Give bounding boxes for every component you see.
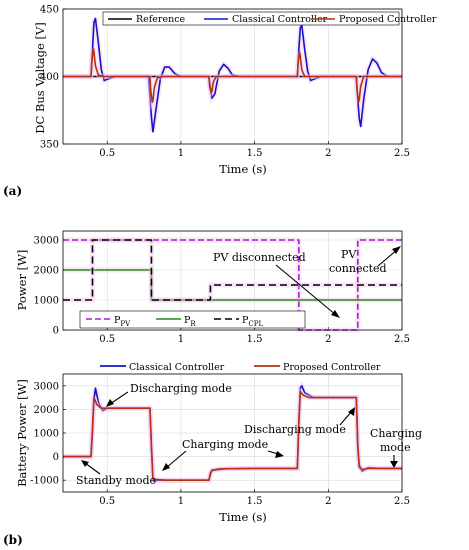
x-tick-label: 2.5: [394, 496, 410, 507]
x-tick-label: 2.5: [394, 334, 410, 345]
annotation-standby: Standby mode: [76, 474, 156, 487]
legend-label-proposed-b: Proposed Controller: [283, 362, 381, 373]
legend-label-classical-b: Classical Controller: [129, 362, 225, 373]
x-tick-label: 1: [178, 334, 184, 345]
annotation-pv-disconnected: PV disconnected: [213, 251, 306, 264]
y-tick-label: 1000: [34, 429, 59, 440]
power-chart: 0.5 1 1.5 2 2.5 0 1000 2000 3000 PPV PR PCPL PV …: [15, 230, 410, 346]
battery-legend: Classical Controller Proposed Controller: [96, 359, 466, 373]
x-tick-label: 0.5: [99, 334, 115, 345]
x-tick-label: 2: [325, 334, 331, 345]
x-tick-label: 2: [325, 496, 331, 507]
annotation-charging-1: Charging mode: [182, 438, 268, 451]
y-tick-label: 2000: [34, 405, 59, 416]
voltage-x-axis-label: Time (s): [219, 162, 267, 176]
y-tick-label: 3000: [34, 381, 59, 392]
series-line-classical-controller: [63, 17, 402, 133]
annotation-charging-2: Charging mode: [370, 427, 422, 454]
x-tick-label: 0.5: [99, 148, 115, 159]
x-tick-label: 1.5: [247, 148, 263, 159]
legend-label-pr: PR: [184, 315, 196, 328]
x-tick-label: 2: [325, 148, 331, 159]
battery-series-lines: [63, 380, 402, 485]
legend-label-pcpl: PCPL: [242, 315, 263, 328]
power-legend: PPV PR PCPL: [79, 310, 306, 329]
battery-axis-ticks: 0.5 1 1.5 2 2.5 -1000 0 1000 2000 3000: [30, 381, 410, 507]
y-tick-label: 450: [40, 5, 59, 16]
legend-label-ppv: PPV: [114, 315, 131, 328]
legend-label-proposed: Proposed Controller: [339, 14, 437, 25]
battery-x-axis-label: Time (s): [219, 510, 267, 524]
y-tick-label: 350: [40, 140, 59, 151]
series-line-proposed-controller: [63, 47, 402, 103]
x-tick-label: 0.5: [99, 496, 115, 507]
annotation-pv-connected: PV connected: [329, 248, 387, 275]
x-tick-label: 2.5: [394, 148, 410, 159]
voltage-plot-frame: [62, 8, 403, 145]
series-line-proposed-controller: [63, 390, 402, 481]
voltage-y-axis-label: DC Bus Voltage [V]: [33, 22, 47, 134]
y-tick-label: 0: [53, 452, 59, 463]
x-tick-label: 1: [178, 496, 184, 507]
power-annotations: PV disconnected PV connected: [213, 246, 401, 318]
battery-y-axis-label: Battery Power [W]: [15, 379, 29, 487]
y-tick-label: 2000: [34, 266, 59, 277]
arrowhead-pv-disconnected: [331, 310, 340, 318]
battery-annotations: Discharging mode Standby mode Charging m…: [76, 382, 422, 487]
panel-label-a: (a): [3, 184, 22, 198]
annotation-discharging-2: Discharging mode: [244, 423, 346, 436]
power-y-axis-label: Power [W]: [15, 250, 29, 311]
legend-label-reference: Reference: [136, 14, 186, 25]
x-tick-label: 1: [178, 148, 184, 159]
y-tick-label: 0: [53, 326, 59, 337]
y-tick-label: 400: [40, 72, 59, 83]
battery-chart: 0.5 1 1.5 2 2.5 -1000 0 1000 2000 3000 Classical …: [15, 359, 466, 524]
battery-plot-frame: [62, 373, 403, 493]
y-tick-label: 1000: [34, 296, 59, 307]
voltage-series-lines: [63, 17, 402, 133]
arrow-pv-disconnected: [275, 264, 337, 316]
voltage-chart: 0.5 1 1.5 2 2.5 350 400 450 Reference Classical…: [33, 5, 437, 177]
y-tick-label: 3000: [34, 236, 59, 247]
voltage-axis-ticks: 0.5 1 1.5 2 2.5 350 400 450: [40, 5, 410, 160]
legend-label-classical: Classical Controller: [232, 14, 328, 25]
voltage-legend: Reference Classical Controller Proposed …: [102, 11, 437, 26]
x-tick-label: 1.5: [247, 496, 263, 507]
y-tick-label: -1000: [30, 476, 59, 487]
arrowhead-pv-connected: [392, 246, 401, 254]
annotation-discharging-1: Discharging mode: [130, 382, 232, 395]
battery-gridlines: [63, 374, 403, 492]
series-line-p-cpl: [63, 239, 402, 301]
power-axis-ticks: 0.5 1 1.5 2 2.5 0 1000 2000 3000: [34, 236, 410, 346]
power-plot-frame: [62, 230, 403, 331]
panel-label-b: (b): [3, 533, 23, 547]
x-tick-label: 1.5: [247, 334, 263, 345]
